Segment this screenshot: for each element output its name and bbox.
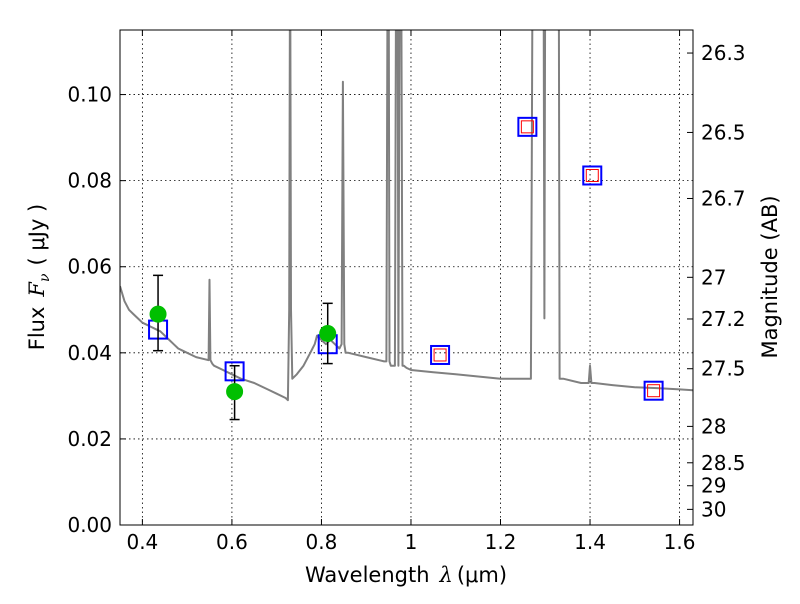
y-tick-label: 0.00 [67, 513, 112, 537]
model-photometry-square [643, 380, 664, 401]
y-tick-label: 0.08 [67, 169, 112, 193]
mag-tick-label: 28.5 [701, 451, 746, 475]
axis-ticks: 0.4 0.6 0.8 1 1.2 1.4 1.6 0.00 0.02 0.04 0.06 0.08 0… [67, 30, 746, 554]
x-tick-label: 1.2 [485, 530, 517, 554]
observed-flux-point [149, 305, 167, 323]
y-tick-label: 0.02 [67, 427, 112, 451]
y-tick-label: 0.06 [67, 255, 112, 279]
sed-line [120, 30, 693, 402]
template-photometry-square [433, 348, 447, 362]
plot-frame [119, 29, 694, 526]
template-photometry-square [647, 384, 661, 398]
grid-lines [120, 30, 693, 526]
y-tick-label: 0.10 [67, 83, 112, 107]
observed-flux-point [319, 324, 337, 342]
mag-tick-label: 28 [701, 414, 726, 438]
template-photometry-square [585, 168, 599, 182]
model-photometry-square [582, 165, 603, 186]
x-tick-label: 0.8 [306, 530, 338, 554]
mag-tick-label: 27.2 [701, 307, 746, 331]
plot-area [120, 30, 693, 421]
y-tick-label: 0.04 [67, 341, 112, 365]
y-axis-label: FluxFν( μJy ) [25, 204, 53, 350]
mag-tick-label: 26.5 [701, 120, 746, 144]
x-tick-label: 1 [405, 530, 418, 554]
model-photometry-square [517, 116, 538, 137]
mag-tick-label: 30 [701, 497, 726, 521]
mag-tick-label: 29 [701, 474, 726, 498]
template-photometry-square [520, 120, 534, 134]
model-photometry-square [430, 344, 451, 365]
mag-tick-label: 26.7 [701, 186, 746, 210]
mag-tick-label: 27.5 [701, 357, 746, 381]
observed-flux-point [226, 383, 244, 401]
mag-tick-label: 27 [701, 265, 726, 289]
y2-axis-label: Magnitude (AB) [758, 195, 782, 358]
mag-tick-label: 26.3 [701, 41, 746, 65]
x-tick-label: 0.4 [126, 530, 158, 554]
x-tick-label: 1.4 [574, 530, 606, 554]
x-tick-label: 1.6 [664, 530, 696, 554]
x-tick-label: 0.6 [216, 530, 248, 554]
x-axis-label: Wavelength λ (μm) [305, 563, 507, 587]
